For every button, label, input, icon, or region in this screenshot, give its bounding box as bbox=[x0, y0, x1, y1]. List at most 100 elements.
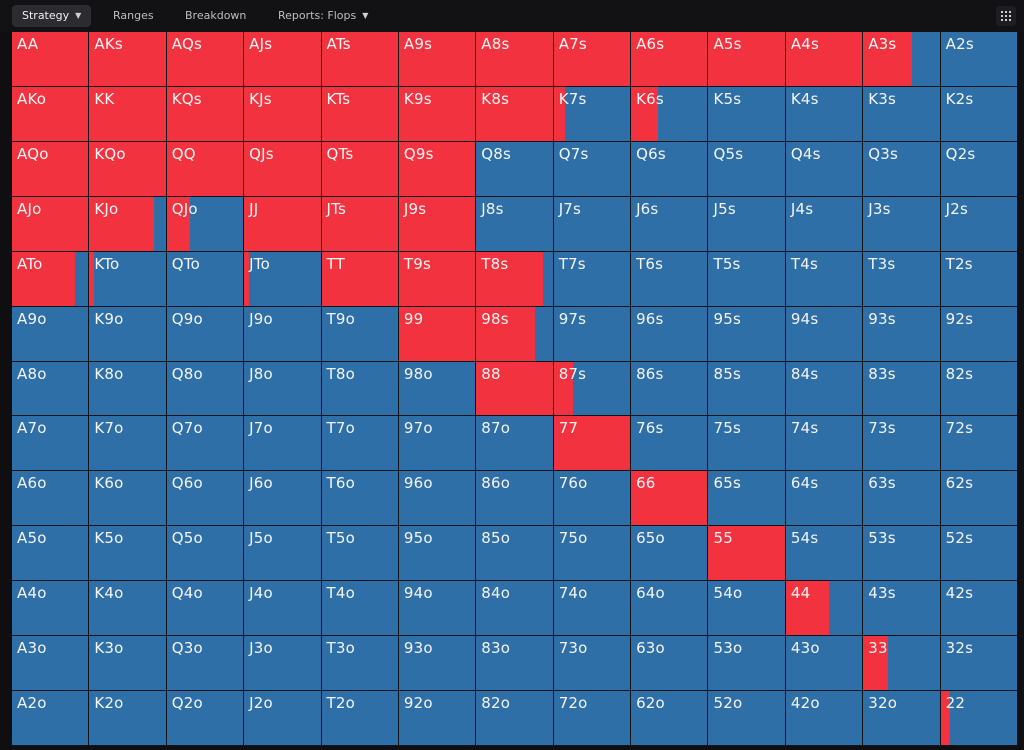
hand-cell[interactable]: 97s bbox=[553, 306, 632, 362]
hand-cell[interactable]: A7s bbox=[553, 32, 632, 87]
hand-cell[interactable]: Q9s bbox=[398, 141, 477, 197]
hand-cell[interactable]: K9o bbox=[89, 306, 167, 362]
hand-cell[interactable]: QJs bbox=[244, 141, 322, 197]
hand-cell[interactable]: T7s bbox=[553, 251, 632, 307]
hand-cell[interactable]: T3o bbox=[321, 636, 399, 692]
hand-cell[interactable]: 92o bbox=[398, 691, 477, 746]
hand-cell[interactable]: 32s bbox=[940, 636, 1018, 692]
hand-cell[interactable]: Q2o bbox=[166, 691, 245, 746]
hand-cell[interactable]: 86s bbox=[631, 361, 709, 417]
hand-cell[interactable]: J3s bbox=[863, 196, 941, 252]
hand-cell[interactable]: 62o bbox=[631, 691, 709, 746]
hand-cell[interactable]: K8s bbox=[476, 86, 554, 142]
hand-cell[interactable]: A6o bbox=[12, 471, 90, 527]
hand-cell[interactable]: 96s bbox=[631, 306, 709, 362]
hand-cell[interactable]: 76s bbox=[631, 416, 709, 472]
hand-cell[interactable]: 82o bbox=[476, 691, 554, 746]
hand-cell[interactable]: TT bbox=[321, 251, 399, 307]
hand-cell[interactable]: K2o bbox=[89, 691, 167, 746]
hand-cell[interactable]: ATo bbox=[12, 251, 90, 307]
hand-cell[interactable]: K7s bbox=[553, 86, 632, 142]
hand-cell[interactable]: 42s bbox=[940, 581, 1018, 637]
hand-cell[interactable]: T6s bbox=[631, 251, 709, 307]
hand-cell[interactable]: J2s bbox=[940, 196, 1018, 252]
hand-cell[interactable]: 94s bbox=[785, 306, 864, 362]
tab-strategy[interactable]: Strategy ▼ bbox=[12, 5, 92, 27]
hand-cell[interactable]: QTs bbox=[321, 141, 399, 197]
hand-cell[interactable]: Q2s bbox=[940, 141, 1018, 197]
hand-cell[interactable]: A3s bbox=[863, 32, 941, 87]
hand-cell[interactable]: T8o bbox=[321, 361, 399, 417]
hand-cell[interactable]: T4s bbox=[785, 251, 864, 307]
hand-cell[interactable]: Q9o bbox=[166, 306, 245, 362]
hand-cell[interactable]: J9o bbox=[244, 306, 322, 362]
hand-cell[interactable]: AKo bbox=[12, 86, 90, 142]
hand-cell[interactable]: AQs bbox=[166, 32, 245, 87]
hand-cell[interactable]: 54o bbox=[708, 581, 786, 637]
hand-cell[interactable]: 73o bbox=[553, 636, 632, 692]
hand-cell[interactable]: T8s bbox=[476, 251, 554, 307]
hand-cell[interactable]: J7o bbox=[244, 416, 322, 472]
hand-cell[interactable]: 86o bbox=[476, 471, 554, 527]
hand-cell[interactable]: T9o bbox=[321, 306, 399, 362]
hand-cell[interactable]: 82s bbox=[940, 361, 1018, 417]
hand-cell[interactable]: 74o bbox=[553, 581, 632, 637]
hand-cell[interactable]: T9s bbox=[398, 251, 477, 307]
tab-ranges[interactable]: Ranges bbox=[103, 5, 164, 27]
hand-cell[interactable]: JJ bbox=[244, 196, 322, 252]
hand-cell[interactable]: K5s bbox=[708, 86, 786, 142]
hand-cell[interactable]: Q8o bbox=[166, 361, 245, 417]
hand-cell[interactable]: A4s bbox=[785, 32, 864, 87]
hand-cell[interactable]: 95s bbox=[708, 306, 786, 362]
hand-cell[interactable]: 97o bbox=[398, 416, 477, 472]
hand-cell[interactable]: AA bbox=[12, 32, 90, 87]
hand-cell[interactable]: A9o bbox=[12, 306, 90, 362]
hand-cell[interactable]: A5s bbox=[708, 32, 786, 87]
hand-cell[interactable]: 65s bbox=[708, 471, 786, 527]
hand-cell[interactable]: Q5s bbox=[708, 141, 786, 197]
hand-cell[interactable]: A3o bbox=[12, 636, 90, 692]
hand-cell[interactable]: 83o bbox=[476, 636, 554, 692]
hand-cell[interactable]: A7o bbox=[12, 416, 90, 472]
hand-cell[interactable]: K6s bbox=[631, 86, 709, 142]
hand-cell[interactable]: 64o bbox=[631, 581, 709, 637]
hand-cell[interactable]: 75o bbox=[553, 526, 632, 582]
hand-cell[interactable]: 98o bbox=[398, 361, 477, 417]
hand-cell[interactable]: J6o bbox=[244, 471, 322, 527]
hand-cell[interactable]: 94o bbox=[398, 581, 477, 637]
hand-cell[interactable]: 87o bbox=[476, 416, 554, 472]
hand-cell[interactable]: J6s bbox=[631, 196, 709, 252]
hand-cell[interactable]: Q8s bbox=[476, 141, 554, 197]
hand-cell[interactable]: 54s bbox=[785, 526, 864, 582]
hand-cell[interactable]: 72o bbox=[553, 691, 632, 746]
hand-cell[interactable]: 22 bbox=[940, 691, 1018, 746]
hand-cell[interactable]: J5s bbox=[708, 196, 786, 252]
hand-cell[interactable]: K8o bbox=[89, 361, 167, 417]
hand-cell[interactable]: 87s bbox=[553, 361, 632, 417]
hand-cell[interactable]: 43s bbox=[863, 581, 941, 637]
hand-cell[interactable]: K3o bbox=[89, 636, 167, 692]
hand-cell[interactable]: 62s bbox=[940, 471, 1018, 527]
hand-cell[interactable]: 55 bbox=[708, 526, 786, 582]
hand-cell[interactable]: AJs bbox=[244, 32, 322, 87]
hand-cell[interactable]: 77 bbox=[553, 416, 632, 472]
hand-cell[interactable]: 98s bbox=[476, 306, 554, 362]
hand-cell[interactable]: Q3o bbox=[166, 636, 245, 692]
hand-cell[interactable]: A8o bbox=[12, 361, 90, 417]
hand-cell[interactable]: 84o bbox=[476, 581, 554, 637]
hand-cell[interactable]: A6s bbox=[631, 32, 709, 87]
hand-cell[interactable]: Q4o bbox=[166, 581, 245, 637]
hand-cell[interactable]: 93o bbox=[398, 636, 477, 692]
hand-cell[interactable]: T4o bbox=[321, 581, 399, 637]
hand-cell[interactable]: T2o bbox=[321, 691, 399, 746]
hand-cell[interactable]: 64s bbox=[785, 471, 864, 527]
hand-cell[interactable]: KQs bbox=[166, 86, 245, 142]
hand-cell[interactable]: JTs bbox=[321, 196, 399, 252]
tab-breakdown[interactable]: Breakdown bbox=[175, 5, 256, 27]
hand-cell[interactable]: A4o bbox=[12, 581, 90, 637]
hand-cell[interactable]: 63o bbox=[631, 636, 709, 692]
hand-cell[interactable]: QJo bbox=[166, 196, 245, 252]
hand-cell[interactable]: 84s bbox=[785, 361, 864, 417]
hand-cell[interactable]: KTs bbox=[321, 86, 399, 142]
hand-cell[interactable]: J2o bbox=[244, 691, 322, 746]
